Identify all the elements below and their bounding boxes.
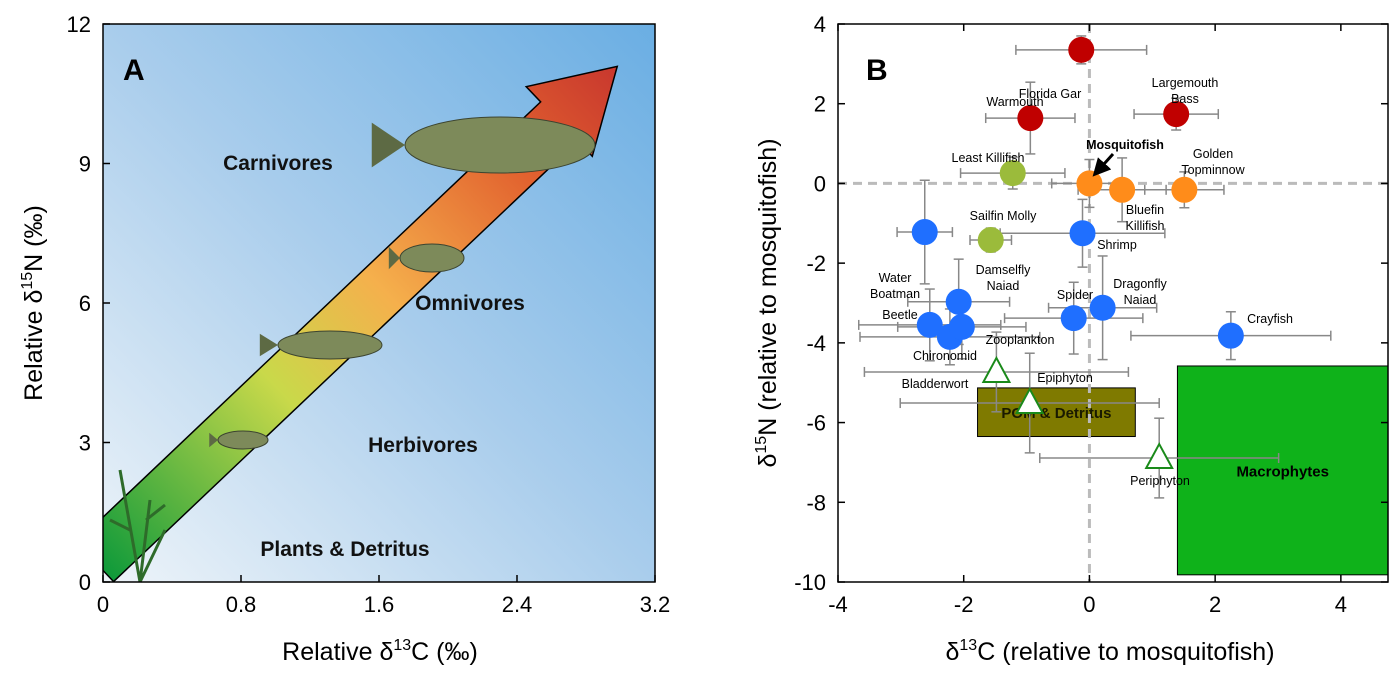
point-label: Warmouth bbox=[986, 95, 1043, 109]
point bbox=[983, 358, 1009, 382]
y-tick-label: -8 bbox=[806, 490, 826, 515]
x-axis-title-part: C (‰) bbox=[411, 638, 478, 666]
point bbox=[912, 219, 938, 245]
point-label: Zooplankton bbox=[986, 333, 1055, 347]
point-label: Naiad bbox=[987, 279, 1020, 293]
point-label: Boatman bbox=[870, 287, 920, 301]
x-axis-title-part: Relative δ bbox=[282, 638, 393, 666]
y-tick-label: -4 bbox=[806, 331, 826, 356]
point-label: Bladderwort bbox=[902, 377, 969, 391]
point-label: Least Killifish bbox=[952, 151, 1025, 165]
y-tick-label: 12 bbox=[67, 12, 91, 37]
y-axis-title-sup: 15 bbox=[753, 436, 770, 454]
y-axis-title-part: N (‰) bbox=[20, 205, 48, 272]
point bbox=[1061, 305, 1087, 331]
point bbox=[1146, 444, 1172, 468]
point bbox=[1076, 170, 1102, 196]
y-axis-title: δ15N (relative to mosquitofish) bbox=[753, 138, 782, 467]
x-tick-label: 4 bbox=[1335, 592, 1347, 617]
y-axis-title-sup: 15 bbox=[19, 272, 36, 290]
point bbox=[946, 289, 972, 315]
y-tick-label: 0 bbox=[79, 570, 91, 595]
annotation: Plants & Detritus bbox=[260, 538, 429, 561]
point bbox=[1218, 323, 1244, 349]
point-label: Chironomid bbox=[913, 349, 977, 363]
fish bbox=[278, 331, 382, 359]
y-tick-label: 6 bbox=[79, 291, 91, 316]
y-tick-label: 2 bbox=[814, 92, 826, 117]
x-axis-title-part: C (relative to mosquitofish) bbox=[977, 638, 1274, 666]
y-tick-label: -6 bbox=[806, 411, 826, 436]
point bbox=[1068, 37, 1094, 63]
y-tick-label: -10 bbox=[794, 570, 826, 595]
annotation: Omnivores bbox=[415, 292, 525, 315]
y-axis-title-part: δ bbox=[754, 454, 782, 468]
point-label: Periphyton bbox=[1130, 474, 1190, 488]
point-label: Sailfin Molly bbox=[970, 209, 1037, 223]
point-label: Golden bbox=[1193, 147, 1233, 161]
point bbox=[949, 314, 975, 340]
x-axis-title: δ13C (relative to mosquitofish) bbox=[945, 637, 1274, 666]
y-axis-title: Relative δ15N (‰) bbox=[19, 205, 48, 401]
point-label: Spider bbox=[1057, 288, 1093, 302]
point bbox=[1070, 220, 1096, 246]
chart: 0 0.8 1.6 2.4 3.2 0 3 6 9 12 A Carnivores Omnivores H… bbox=[0, 0, 1394, 671]
point-label: Bluefin bbox=[1126, 203, 1164, 217]
fish bbox=[218, 431, 268, 449]
fish bbox=[400, 244, 464, 272]
y-axis-title-part: N (relative to mosquitofish) bbox=[754, 138, 782, 435]
x-tick-label: -2 bbox=[954, 592, 974, 617]
y-tick-label: 4 bbox=[814, 12, 826, 37]
y-tick-label: -2 bbox=[806, 251, 826, 276]
point-label: Topminnow bbox=[1181, 163, 1245, 177]
fish bbox=[405, 117, 595, 173]
page: {"chart_data": [ {"type": "schematic", "… bbox=[0, 0, 1394, 676]
x-tick-label: 2 bbox=[1209, 592, 1221, 617]
point-label: Shrimp bbox=[1097, 238, 1137, 252]
y-axis-title-part: Relative δ bbox=[20, 290, 48, 401]
annotation: Herbivores bbox=[368, 434, 478, 457]
point bbox=[1171, 177, 1197, 203]
x-tick-label: 1.6 bbox=[364, 592, 395, 617]
annotation: Carnivores bbox=[223, 152, 333, 175]
y-tick-label: 9 bbox=[79, 152, 91, 177]
point-label: Bass bbox=[1171, 92, 1199, 106]
x-axis-title-part: δ bbox=[945, 638, 959, 666]
x-axis-title-sup: 13 bbox=[393, 637, 411, 654]
point-label: Damselfly bbox=[976, 263, 1032, 277]
point-label: Naiad bbox=[1124, 293, 1157, 307]
point-label: Epiphyton bbox=[1037, 371, 1093, 385]
point-label: Largemouth bbox=[1152, 76, 1219, 90]
panel-letter: A bbox=[123, 54, 145, 87]
y-tick-label: 0 bbox=[814, 171, 826, 196]
x-tick-label: 0 bbox=[97, 592, 109, 617]
y-tick-label: 3 bbox=[79, 431, 91, 456]
point bbox=[1090, 295, 1116, 321]
x-axis-title: Relative δ13C (‰) bbox=[282, 637, 478, 666]
region-label: Macrophytes bbox=[1236, 463, 1329, 480]
panel-letter: B bbox=[866, 54, 888, 87]
x-axis-title-sup: 13 bbox=[959, 637, 977, 654]
pointer-arrow bbox=[1095, 154, 1113, 174]
x-tick-label: 0 bbox=[1083, 592, 1095, 617]
x-tick-label: 0.8 bbox=[226, 592, 257, 617]
point-label: Killifish bbox=[1126, 219, 1165, 233]
point-label: Dragonfly bbox=[1113, 277, 1167, 291]
point-label: Water bbox=[879, 271, 912, 285]
x-tick-label: 3.2 bbox=[640, 592, 671, 617]
x-tick-label: 2.4 bbox=[502, 592, 533, 617]
x-tick-label: -4 bbox=[828, 592, 848, 617]
point-label: Mosquitofish bbox=[1086, 138, 1164, 152]
point-label: Beetle bbox=[882, 308, 917, 322]
point-label: Crayfish bbox=[1247, 312, 1293, 326]
point bbox=[1109, 177, 1135, 203]
point bbox=[978, 227, 1004, 253]
panel-a: 0 0.8 1.6 2.4 3.2 0 3 6 9 12 A Carnivores Omnivores H… bbox=[19, 12, 670, 666]
